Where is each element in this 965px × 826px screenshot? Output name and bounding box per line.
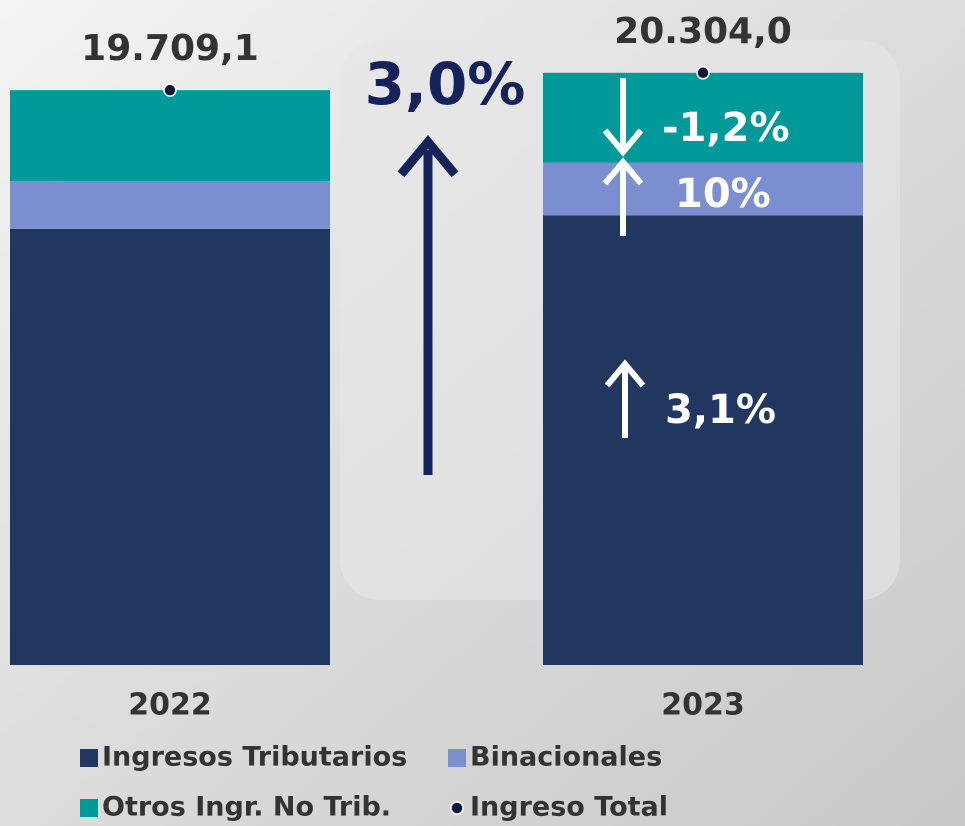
x-tick-label: 2022	[128, 688, 212, 723]
legend-marker	[451, 802, 463, 814]
legend-label: Binacionales	[470, 742, 662, 773]
total-label: 19.709,1	[81, 28, 259, 69]
annotation-text: 3,1%	[665, 387, 776, 433]
page: {"chart_data": {"type": "stacked-bar", "…	[0, 0, 965, 826]
total-marker	[164, 84, 176, 96]
annotation-text: 10%	[675, 171, 771, 217]
total-label: 20.304,0	[614, 11, 792, 52]
bar-segment	[10, 229, 330, 665]
total-marker	[697, 67, 709, 79]
x-tick-label: 2023	[661, 688, 745, 723]
legend-label: Ingresos Tributarios	[102, 742, 407, 773]
legend-label: Otros Ingr. No Trib.	[102, 792, 391, 823]
legend-label: Ingreso Total	[470, 792, 668, 823]
legend-swatch	[448, 749, 466, 767]
annotation-text: 3,0%	[365, 50, 526, 118]
bar-segment	[10, 90, 330, 181]
bar-segment	[543, 215, 863, 665]
annotation-text: -1,2%	[662, 105, 790, 151]
chart: 19.709,1 2022 20.304,0 2023 3,0% -1,2% 10% 3,1%…	[0, 0, 965, 826]
legend-swatch	[80, 749, 98, 767]
bar-segment	[10, 181, 330, 229]
legend-swatch	[80, 799, 98, 817]
